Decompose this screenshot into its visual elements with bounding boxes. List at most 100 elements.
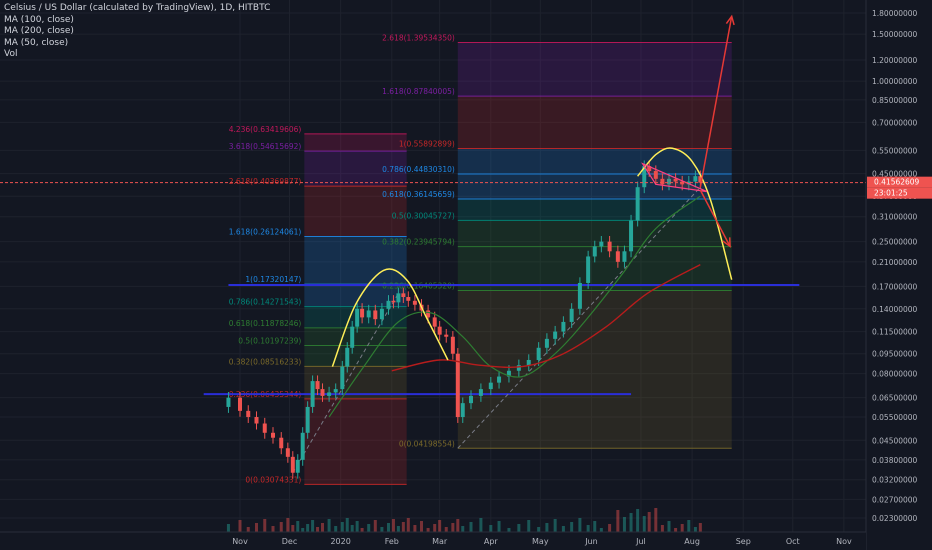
trend-line [457,186,701,449]
volume-bar [345,518,349,532]
candle-body [373,310,378,320]
price-marker-box [867,187,932,199]
time-axis-tick-label: May [532,537,549,546]
volume-bar [226,524,230,532]
candle-body [437,326,442,335]
time-axis-tick-label: 2020 [330,537,350,546]
legend-ma50[interactable]: MA (50, close) [4,37,69,48]
volume-bar [306,524,310,532]
volume-bar [479,518,483,532]
volume-bar [420,521,423,532]
legend-ma100[interactable]: MA (100, close) [4,14,74,25]
fib-zone [457,96,732,149]
volume-bar [238,520,242,532]
price-axis-tick-label: 0.03800000 [872,456,918,465]
time-axis-tick-label: Aug [684,537,700,546]
fib-zone [304,284,407,307]
volume-bar [387,523,390,532]
candle-body [586,256,591,283]
volume-bar [545,523,549,532]
price-marker-label: 23:01:25 [874,189,908,198]
price-axis-tick-label: 0.03200000 [872,476,918,485]
volume-bar [373,520,377,532]
ma100-line [391,263,701,372]
candle-body [629,220,634,252]
candle-body [315,381,320,390]
candle-body [673,178,678,182]
volume-bar [469,522,473,532]
volume-bar [316,527,320,532]
volume-bar [406,518,410,532]
candles [226,160,703,479]
candle-body [615,251,620,262]
volume-bar [444,527,448,532]
volume-bar [642,516,646,532]
price-axis-tick-label: 1.50000000 [872,30,918,39]
volume-bar [413,525,417,532]
volume-bar [401,522,405,532]
legend-ma200[interactable]: MA (200, close) [4,26,74,36]
price-axis-tick-label: 0.70000000 [872,118,918,127]
price-axis-tick-label: 0.11500000 [872,328,918,337]
fib-zone [304,151,407,187]
candle-body [295,459,300,473]
fib-level-label: 1(0.55892899) [399,139,455,148]
legend-vol[interactable]: Vol [4,49,18,59]
legend-title[interactable]: Celsius / US Dollar (calculated by Tradi… [4,3,271,13]
time-axis-tick-label: Nov [836,537,852,546]
volume-bar [291,525,295,532]
volume-bar [263,519,267,532]
fib-level-label: 2.618(1.39534350) [382,33,455,42]
price-axis-tick-label: 0.21000000 [872,258,918,267]
price-axis-tick-label: 0.31000000 [872,213,918,222]
candle-body [569,308,574,322]
fib-level-label: 0.5(0.30045727) [392,211,455,220]
fib-level-label: 0.5(0.10197239) [238,337,301,346]
volume-bar [367,524,371,532]
fib-level-label: 1.618(0.26124061) [229,228,302,237]
candle-body [320,389,325,396]
price-axis-tick-label: 0.08000000 [872,370,918,379]
time-axis-background [0,532,866,550]
volume-bar [578,518,582,532]
volume-bar [687,520,691,532]
candle-body [345,347,350,367]
candle-body [460,403,465,418]
candle-body [379,308,384,320]
candle-body [290,456,295,473]
candle-body [432,317,437,327]
candle-body [300,432,305,460]
volume-bar [561,526,565,532]
projection-arrow [699,16,733,188]
fib-zone [304,398,407,485]
price-axis-tick-label: 0.04500000 [872,436,918,445]
volume-bar [350,525,354,532]
time-axis-tick-label: Jun [584,537,598,546]
candle-body [622,251,627,262]
candle-body [360,308,365,318]
price-axis-tick-label: 0.09500000 [872,350,918,359]
fib-level-label: 0(0.04198554) [399,439,455,448]
volume-bar [255,523,258,532]
volume-bar [654,508,658,532]
candle-body [607,241,612,252]
candle-body [497,376,502,383]
candle-body [450,336,455,354]
fib-zone [457,148,732,175]
fib-zone [304,327,407,346]
volume-bar [456,519,460,532]
price-axis-tick-label: 0.14000000 [872,305,918,314]
candle-body [279,437,284,449]
price-axis-tick-label: 0.25000000 [872,238,918,247]
candle-body [386,300,391,309]
volume-bar [660,525,664,532]
candle-body [355,308,360,327]
volume-bar [271,526,275,532]
fib-zone [304,133,407,152]
volume-bar [311,520,315,532]
volume-bar [380,527,384,532]
candle-body [544,338,549,348]
volume-bar [451,523,455,532]
